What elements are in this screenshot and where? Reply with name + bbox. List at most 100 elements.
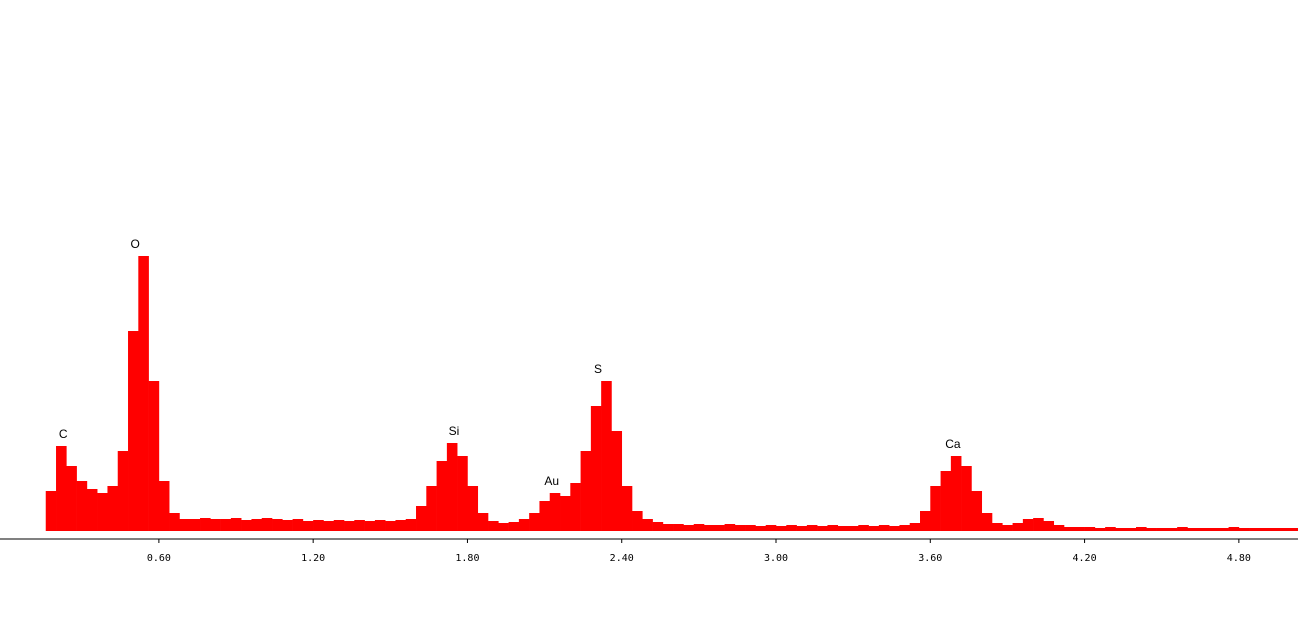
bar [200, 518, 211, 531]
peak-label: S [594, 362, 602, 376]
bar [169, 513, 180, 531]
bar [930, 486, 941, 531]
bar [755, 526, 767, 531]
peak-label: Au [544, 474, 559, 488]
peak-label: O [130, 237, 139, 251]
bar [97, 493, 108, 531]
bar [56, 446, 67, 531]
bar [878, 525, 890, 531]
bar [1218, 528, 1229, 531]
x-tick-label: 1.80 [455, 553, 479, 564]
bar [1269, 528, 1281, 531]
bar [1094, 528, 1106, 531]
bar [868, 526, 880, 531]
bar [940, 471, 952, 531]
bar [1187, 528, 1199, 531]
bar [1156, 528, 1168, 531]
bar [498, 523, 509, 531]
bar [508, 522, 520, 531]
bar [45, 491, 57, 531]
bar [1290, 528, 1298, 531]
bar [714, 525, 725, 531]
bar [446, 443, 458, 531]
x-tick-label: 2.40 [610, 553, 634, 564]
bar [467, 486, 479, 531]
bar [961, 466, 972, 531]
bar [416, 506, 427, 531]
bar [344, 521, 355, 531]
bar [909, 523, 921, 531]
bar [241, 520, 252, 531]
bar [1033, 518, 1044, 531]
bar [1053, 525, 1065, 531]
bar [1002, 525, 1013, 531]
bar [477, 513, 489, 531]
bar [1022, 519, 1034, 531]
bar [251, 519, 263, 531]
bar [1146, 528, 1157, 531]
bar [601, 381, 612, 531]
bar [395, 520, 407, 531]
bar [724, 524, 736, 531]
bar [1125, 528, 1137, 531]
bar [539, 501, 551, 531]
bar [333, 520, 345, 531]
bar [529, 513, 540, 531]
x-tick-label: 4.80 [1227, 553, 1251, 564]
bar [148, 381, 160, 531]
bar [138, 256, 149, 531]
peak-label: C [59, 427, 68, 441]
bar [1177, 527, 1188, 531]
bar [817, 526, 828, 531]
bar [590, 406, 602, 531]
bar [436, 461, 448, 531]
bar [313, 520, 324, 531]
bar [189, 519, 201, 531]
bar [920, 511, 931, 531]
bar [899, 525, 911, 531]
bar [776, 526, 787, 531]
bar [806, 525, 818, 531]
bar [632, 511, 643, 531]
bar [1280, 528, 1291, 531]
bar [889, 526, 900, 531]
bar [662, 524, 674, 531]
bar [158, 481, 170, 531]
bar [1043, 521, 1055, 531]
bar [570, 483, 581, 531]
peak-label: Ca [945, 437, 961, 451]
bar [210, 519, 221, 531]
bar [426, 486, 437, 531]
bar [621, 486, 633, 531]
bar [549, 493, 561, 531]
bar [560, 496, 571, 531]
bar [76, 481, 88, 531]
bar [1208, 528, 1219, 531]
bar [282, 520, 293, 531]
bar [354, 520, 365, 531]
x-tick-label: 1.20 [301, 553, 325, 564]
bar [950, 456, 962, 531]
bar [858, 525, 869, 531]
bar [1115, 528, 1127, 531]
bar [827, 525, 839, 531]
bar [673, 524, 684, 531]
bar [1105, 527, 1116, 531]
bar [796, 526, 808, 531]
bar [272, 519, 283, 531]
bar [1074, 527, 1085, 531]
x-tick-label: 3.60 [918, 553, 942, 564]
bar [1012, 523, 1024, 531]
bar [374, 520, 386, 531]
bar [992, 523, 1003, 531]
bar [1064, 527, 1075, 531]
bar [1084, 527, 1096, 531]
bar [848, 526, 859, 531]
bar [1249, 528, 1260, 531]
bar [1238, 528, 1250, 531]
peak-label: Si [449, 424, 460, 438]
bar [128, 331, 139, 531]
bar [457, 456, 468, 531]
bar [179, 519, 191, 531]
